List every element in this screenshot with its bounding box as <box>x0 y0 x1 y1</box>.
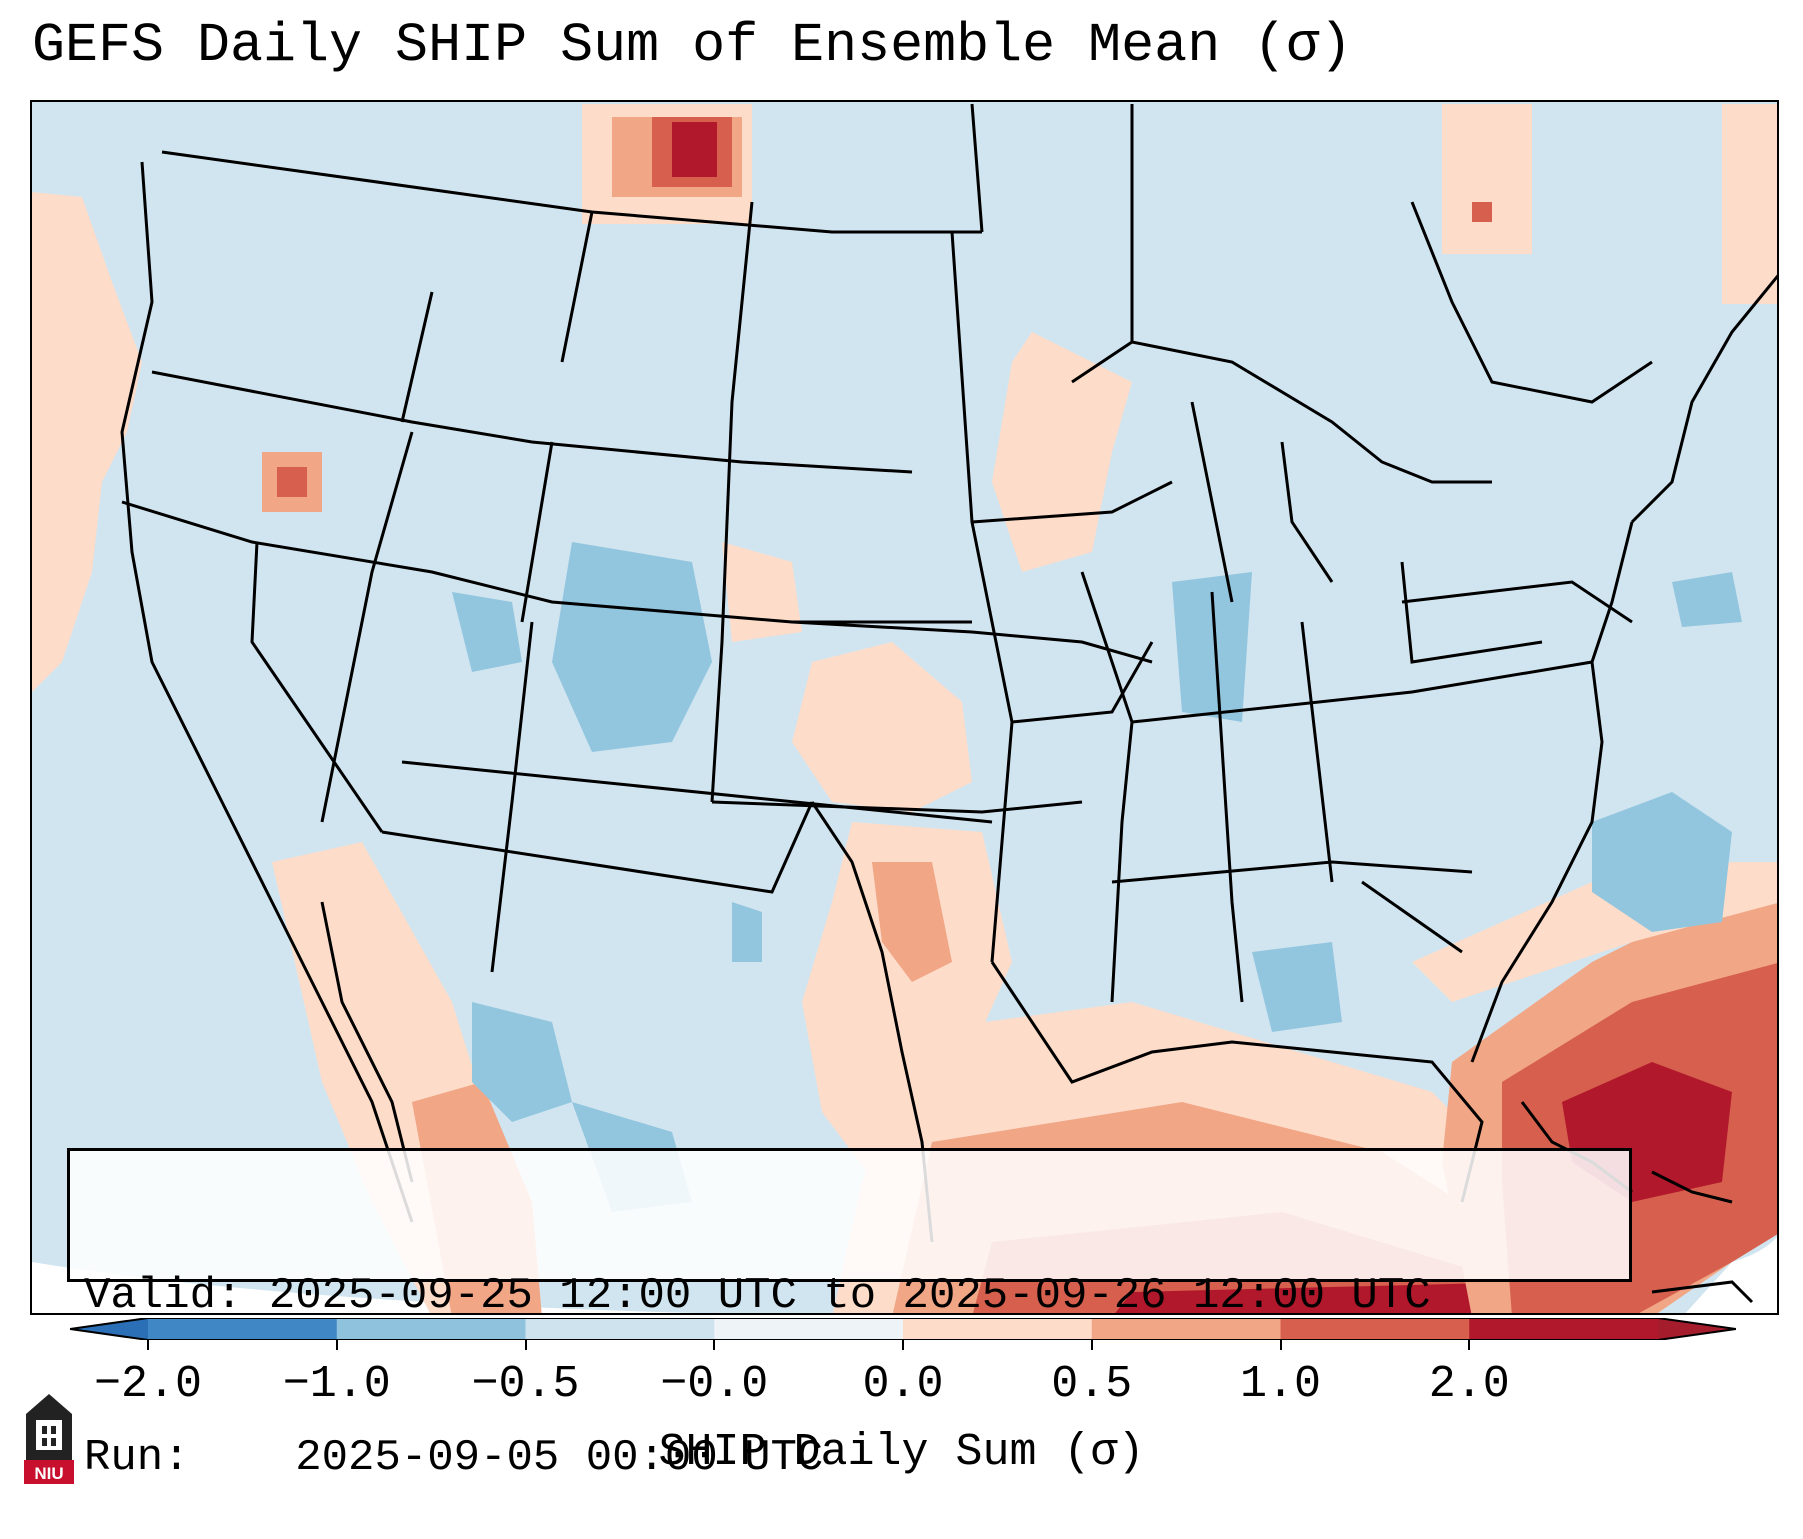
colorbar-segment <box>1280 1318 1470 1340</box>
colorbar-label: SHIP Daily Sum (σ) <box>658 1427 1145 1478</box>
east-coastline <box>1470 521 1634 1063</box>
colorbar-tick-label: 0.0 <box>862 1359 944 1410</box>
chart-title: GEFS Daily SHIP Sum of Ensemble Mean (σ) <box>32 14 1353 77</box>
colorbar-tick-mark <box>1279 1340 1282 1350</box>
run-row: Run: 2025-09-05 00:00 UTC <box>84 1431 1615 1485</box>
colorbar-tick-mark <box>524 1340 527 1350</box>
run-label: Run: <box>84 1433 190 1483</box>
colorbar-segment <box>1469 1318 1659 1340</box>
colorbar-segment <box>903 1318 1093 1340</box>
valid-row: Valid: 2025-09-25 12:00 UTC to 2025-09-2… <box>84 1269 1615 1323</box>
colorbar-tick-label: 2.0 <box>1428 1359 1510 1410</box>
colorbar-tick-label: −0.5 <box>471 1359 580 1410</box>
colorbar <box>70 1318 1736 1340</box>
colorbar-tick-label: −2.0 <box>93 1359 203 1410</box>
map-panel <box>30 100 1779 1315</box>
projection-edge <box>32 1262 697 1313</box>
colorbar-tick-mark <box>147 1340 149 1350</box>
west-coastline <box>120 161 414 1223</box>
logo-text: NIU <box>34 1464 63 1483</box>
colorbar-tick-mark <box>1090 1340 1093 1350</box>
run-value: 2025-09-05 00:00 UTC <box>295 1433 824 1483</box>
state-borders <box>120 103 1777 1243</box>
colorbar-tick-mark <box>1468 1340 1471 1350</box>
anomaly-region-pacific <box>32 192 142 692</box>
anomaly-map <box>32 102 1777 1313</box>
colorbar-segment <box>1091 1318 1281 1340</box>
colorbar-tick-label: −1.0 <box>282 1359 391 1410</box>
colorbar-segment <box>336 1318 526 1340</box>
colorbar-segment <box>148 1318 338 1340</box>
colorbar-extend-high <box>1658 1318 1736 1340</box>
colorbar-tick-mark <box>713 1340 716 1350</box>
valid-run-info-box: Valid: 2025-09-25 12:00 UTC to 2025-09-2… <box>67 1148 1632 1483</box>
valid-value: 2025-09-25 12:00 UTC to 2025-09-26 12:00… <box>268 1271 1431 1321</box>
colorbar-tick-mark <box>902 1340 904 1350</box>
colorbar-extend-low <box>70 1318 148 1340</box>
colorbar-tick-label: −0.0 <box>660 1359 769 1410</box>
colorbar-tick-mark <box>335 1340 338 1350</box>
gulf-coastline <box>990 961 1484 1203</box>
colorbar-tick-label: 1.0 <box>1239 1359 1322 1410</box>
colorbar-segment <box>714 1318 904 1340</box>
colorbar-tick-label: 0.5 <box>1051 1359 1133 1410</box>
valid-label: Valid: <box>84 1271 243 1321</box>
niu-logo: NIU <box>24 1394 74 1484</box>
colorbar-segment <box>525 1318 715 1340</box>
projection-edge-right <box>1685 1237 1777 1313</box>
